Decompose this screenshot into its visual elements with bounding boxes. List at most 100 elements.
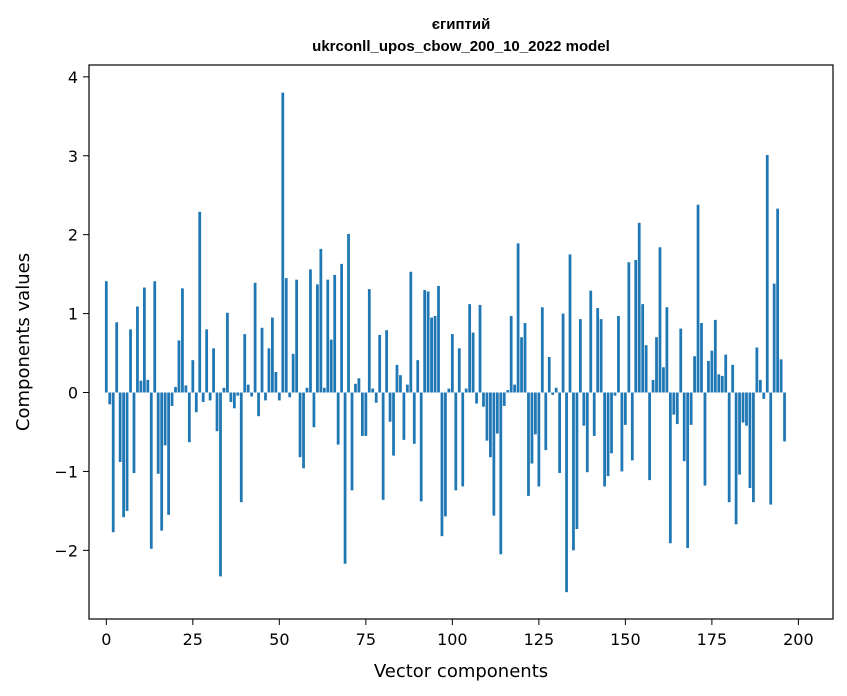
bar-8 [132, 392, 136, 474]
bar-173 [703, 392, 707, 486]
bar-159 [655, 337, 658, 393]
bar-112 [492, 392, 496, 516]
bar-23 [184, 385, 188, 393]
y-axis-label: Components values [13, 253, 34, 431]
bar-38 [236, 392, 240, 396]
bar-144 [603, 392, 606, 487]
bar-31 [212, 348, 215, 393]
bar-157 [648, 392, 651, 481]
bar-12 [146, 379, 150, 393]
bar-77 [371, 388, 375, 393]
bar-129 [551, 392, 555, 395]
bar-169 [689, 392, 693, 425]
bar-152 [630, 392, 634, 461]
bar-128 [547, 356, 551, 393]
bar-94 [430, 317, 433, 393]
bar-14 [153, 281, 157, 393]
bar-64 [326, 279, 330, 393]
bar-145 [606, 392, 610, 477]
bar-81 [385, 330, 388, 393]
x-tick-label: 0 [101, 630, 111, 649]
bar-103 [461, 392, 465, 487]
bar-98 [444, 392, 447, 517]
bar-147 [613, 392, 617, 396]
bar-4 [118, 392, 122, 462]
bar-29 [205, 329, 209, 393]
bar-32 [215, 392, 219, 432]
bar-100 [450, 334, 454, 393]
bar-66 [333, 274, 337, 393]
bar-36 [229, 392, 233, 402]
bar-54 [291, 353, 295, 393]
bar-72 [354, 383, 357, 393]
bar-85 [399, 375, 402, 393]
bar-170 [693, 356, 696, 393]
bar-189 [758, 379, 762, 393]
bar-18 [167, 392, 170, 515]
chart-subtitle: ukrconll_upos_cbow_200_10_2022 model [312, 38, 610, 55]
x-tick-label: 200 [783, 630, 814, 649]
bar-44 [257, 392, 260, 417]
bar-35 [226, 312, 229, 393]
bar-130 [554, 387, 558, 393]
x-tick-label: 150 [610, 630, 641, 649]
bar-114 [499, 392, 503, 555]
bar-46 [264, 392, 267, 401]
bar-74 [360, 392, 364, 436]
bar-127 [544, 392, 548, 451]
bar-16 [160, 392, 164, 531]
x-tick-label: 125 [524, 630, 555, 649]
bar-131 [558, 392, 562, 474]
bar-2 [111, 392, 115, 533]
bar-125 [537, 392, 541, 487]
bar-126 [540, 307, 544, 393]
bar-182 [734, 392, 738, 525]
bar-153 [634, 259, 638, 393]
bar-73 [357, 378, 361, 393]
bar-142 [596, 308, 600, 393]
bar-115 [502, 392, 506, 406]
bar-9 [136, 306, 139, 393]
bar-52 [284, 278, 288, 393]
bar-163 [668, 392, 672, 544]
bar-191 [765, 154, 769, 393]
bar-55 [295, 279, 299, 393]
bar-108 [478, 304, 482, 393]
bar-176 [713, 319, 717, 393]
bar-183 [738, 392, 741, 475]
bar-122 [527, 392, 530, 496]
bar-139 [585, 392, 589, 473]
bar-156 [644, 345, 648, 393]
bar-5 [122, 392, 125, 518]
x-tick-label: 75 [356, 630, 376, 649]
y-tick-label: 2 [68, 226, 78, 245]
bar-124 [534, 392, 537, 435]
bar-120 [520, 337, 523, 393]
bar-90 [416, 360, 420, 393]
bar-59 [309, 269, 312, 393]
x-tick-label: 50 [269, 630, 289, 649]
bar-58 [305, 387, 309, 393]
bar-30 [208, 392, 212, 401]
bar-57 [302, 392, 305, 469]
bar-21 [177, 340, 181, 393]
bar-26 [194, 392, 198, 413]
bar-95 [433, 315, 437, 393]
bar-97 [440, 392, 444, 537]
bar-56 [298, 392, 302, 458]
y-axis: −2 −1 0 1 2 3 4 [54, 68, 89, 560]
bar-47 [267, 348, 271, 393]
bar-13 [149, 392, 153, 549]
bar-37 [232, 392, 236, 409]
bar-117 [509, 315, 513, 393]
bar-3 [115, 322, 119, 393]
bar-49 [274, 371, 278, 393]
bar-70 [347, 233, 350, 393]
bar-149 [620, 392, 624, 472]
bar-34 [222, 387, 226, 393]
bar-165 [675, 392, 679, 425]
bar-78 [374, 392, 378, 403]
bar-17 [163, 392, 167, 446]
bar-178 [720, 375, 724, 393]
bar-92 [423, 289, 427, 393]
